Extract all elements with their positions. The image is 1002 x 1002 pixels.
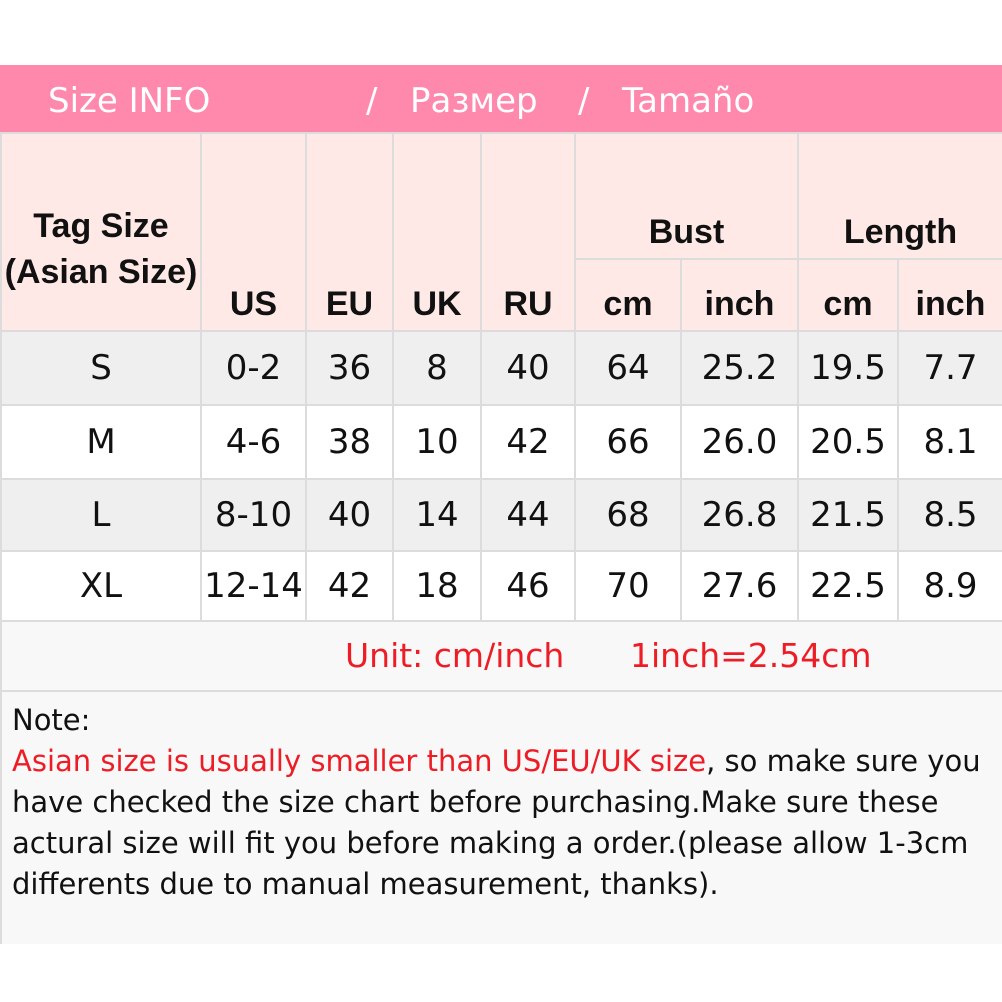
table-cell: 14 [392, 478, 482, 552]
table-cell: 46 [480, 550, 576, 622]
table-cell: 10 [392, 404, 482, 480]
table-cell: 40 [305, 478, 394, 552]
title-en: Size INFO [48, 81, 211, 121]
table-cell: 42 [480, 404, 576, 480]
table-cell: 66 [574, 404, 682, 480]
table-row: S 0-2 36 8 40 64 25.2 19.5 7.7 [0, 330, 1002, 406]
table-cell: 8 [392, 330, 482, 406]
table-cell: XL [0, 550, 202, 622]
unit-conversion: 1inch=2.54cm [630, 636, 872, 675]
header-us: US [200, 132, 307, 332]
header-bust-cm: cm [574, 258, 682, 332]
table-cell: 44 [480, 478, 576, 552]
title-sep: / [366, 81, 378, 121]
header-tag-size: Tag Size (Asian Size) [0, 132, 202, 332]
header-uk: UK [392, 132, 482, 332]
header-length-cm: cm [797, 258, 899, 332]
table-cell: 68 [574, 478, 682, 552]
table-cell: 12-14 [200, 550, 307, 622]
table-cell: 25.2 [680, 330, 799, 406]
table-cell: 7.7 [897, 330, 1002, 406]
table-cell: 38 [305, 404, 394, 480]
table-cell: 22.5 [797, 550, 899, 622]
table-cell: 8.9 [897, 550, 1002, 622]
size-chart: Size INFO / Размер / Tamaño Tag Size (As… [0, 65, 1002, 944]
table-cell: 8.1 [897, 404, 1002, 480]
table-cell: 27.6 [680, 550, 799, 622]
note-text: Asian size is usually smaller than US/EU… [12, 741, 992, 905]
table-row: XL 12-14 42 18 46 70 27.6 22.5 8.9 [0, 550, 1002, 622]
note-section: Note: Asian size is usually smaller than… [0, 692, 1002, 944]
title-sep: / [578, 81, 590, 121]
table-cell: 21.5 [797, 478, 899, 552]
table-cell: 64 [574, 330, 682, 406]
table-cell: 26.8 [680, 478, 799, 552]
note-body: , so make sure you have checked the size… [12, 744, 981, 901]
note-highlight: Asian size is usually smaller than US/EU… [12, 744, 707, 778]
table-cell: 0-2 [200, 330, 307, 406]
header-length-inch: inch [897, 258, 1002, 332]
title-es: Tamaño [622, 81, 755, 121]
table-cell: L [0, 478, 202, 552]
table-cell: 20.5 [797, 404, 899, 480]
title-bar: Size INFO / Размер / Tamaño [0, 65, 1002, 132]
table-cell: 18 [392, 550, 482, 622]
table-cell: S [0, 330, 202, 406]
unit-row: Unit: cm/inch 1inch=2.54cm [0, 622, 1002, 692]
title-ru: Размер [410, 81, 538, 121]
table-cell: 26.0 [680, 404, 799, 480]
table-cell: 19.5 [797, 330, 899, 406]
table-cell: 36 [305, 330, 394, 406]
table-cell: 8.5 [897, 478, 1002, 552]
size-table: Tag Size (Asian Size) US EU UK RU Bust L… [0, 132, 1002, 622]
table-cell: 42 [305, 550, 394, 622]
table-row: M 4-6 38 10 42 66 26.0 20.5 8.1 [0, 404, 1002, 480]
header-ru: RU [480, 132, 576, 332]
note-heading: Note: [12, 703, 91, 737]
header-bust-inch: inch [680, 258, 799, 332]
table-cell: 8-10 [200, 478, 307, 552]
table-row: L 8-10 40 14 44 68 26.8 21.5 8.5 [0, 478, 1002, 552]
table-cell: 40 [480, 330, 576, 406]
header-eu: EU [305, 132, 394, 332]
unit-label: Unit: cm/inch [345, 636, 565, 675]
table-cell: 70 [574, 550, 682, 622]
header-bust: Bust [574, 132, 799, 260]
header-length: Length [797, 132, 1002, 260]
table-cell: 4-6 [200, 404, 307, 480]
table-cell: M [0, 404, 202, 480]
